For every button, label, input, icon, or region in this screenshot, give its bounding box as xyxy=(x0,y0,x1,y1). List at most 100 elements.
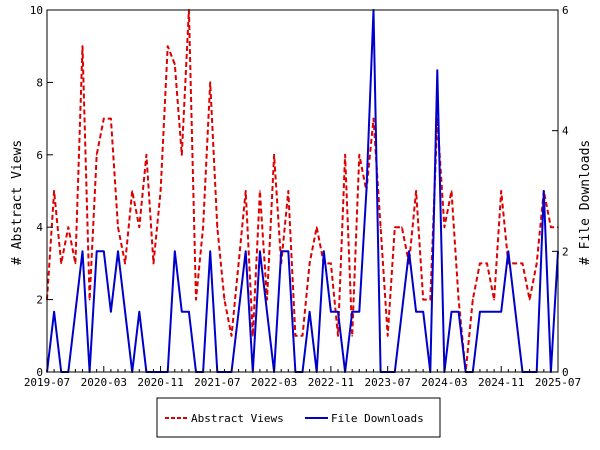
data-point xyxy=(493,310,495,313)
data-point xyxy=(493,298,495,301)
data-point xyxy=(550,226,552,228)
data-point xyxy=(330,310,332,313)
legend: Abstract Views File Downloads xyxy=(156,397,441,438)
data-point xyxy=(344,154,346,156)
data-point xyxy=(330,262,332,265)
data-point xyxy=(543,190,545,192)
y-tick-label: 2 xyxy=(36,294,43,307)
y2-tick-label: 0 xyxy=(562,366,569,379)
data-point xyxy=(436,69,439,72)
data-point xyxy=(237,310,240,313)
data-point xyxy=(223,298,226,301)
data-point xyxy=(479,310,481,313)
data-point xyxy=(429,298,432,301)
data-point xyxy=(95,154,98,156)
data-point xyxy=(53,190,55,192)
data-point xyxy=(486,262,488,265)
data-point xyxy=(159,190,162,192)
data-point xyxy=(74,310,77,313)
data-point xyxy=(372,117,375,120)
data-point xyxy=(337,310,339,313)
data-point xyxy=(408,250,410,253)
data-point xyxy=(500,310,503,313)
data-point xyxy=(514,310,517,313)
data-point xyxy=(315,226,318,228)
data-point xyxy=(266,310,268,313)
data-point xyxy=(110,117,112,120)
data-point xyxy=(181,310,183,313)
data-point xyxy=(287,190,290,192)
data-point xyxy=(415,190,417,192)
data-point xyxy=(351,310,353,313)
y-tick-label: 6 xyxy=(36,149,43,162)
x-tick-label: 2023-07 xyxy=(364,376,410,389)
x-tick-label: 2024-11 xyxy=(478,376,524,389)
series-line-file-downloads xyxy=(46,9,559,373)
data-point xyxy=(365,190,368,192)
data-point xyxy=(507,250,510,253)
data-point xyxy=(209,81,212,84)
x-tick-label: 2020-03 xyxy=(81,376,127,389)
data-point xyxy=(244,250,247,253)
data-point xyxy=(138,310,141,313)
data-point xyxy=(287,250,290,253)
y-tick-label: 8 xyxy=(36,76,43,89)
data-point xyxy=(195,298,197,301)
data-point xyxy=(209,250,212,253)
data-point xyxy=(216,226,219,228)
data-point xyxy=(337,335,339,337)
data-point xyxy=(244,190,247,192)
data-point xyxy=(117,226,119,228)
data-point xyxy=(457,310,460,313)
data-point xyxy=(131,190,133,192)
data-point xyxy=(138,226,141,228)
data-point xyxy=(422,310,424,313)
plot-frame xyxy=(46,9,559,373)
y-axis-label: # Abstract Views xyxy=(10,140,25,265)
data-point xyxy=(173,250,176,253)
data-point xyxy=(479,262,481,265)
data-point xyxy=(252,335,254,337)
data-point xyxy=(110,310,112,313)
data-point xyxy=(273,154,275,156)
x-tick-label: 2022-03 xyxy=(251,376,297,389)
data-point xyxy=(514,262,517,265)
data-point xyxy=(124,262,126,265)
data-point xyxy=(280,250,283,253)
data-point xyxy=(124,310,126,313)
data-point xyxy=(457,298,460,301)
data-point xyxy=(401,226,403,228)
data-point xyxy=(188,310,190,313)
data-point xyxy=(528,298,531,301)
data-point xyxy=(386,335,389,337)
data-point xyxy=(95,250,98,253)
data-point xyxy=(102,250,105,253)
data-point xyxy=(358,154,361,156)
x-tick-label: 2024-03 xyxy=(421,376,467,389)
data-point xyxy=(486,310,488,313)
y2-tick-label: 6 xyxy=(562,4,569,17)
data-point xyxy=(351,335,353,337)
data-point xyxy=(401,310,403,313)
data-point xyxy=(521,262,524,265)
data-point xyxy=(67,226,70,228)
data-point xyxy=(81,250,84,253)
data-point xyxy=(166,45,169,47)
y2-tick-label: 2 xyxy=(562,245,569,258)
data-point xyxy=(102,117,105,120)
data-point xyxy=(358,310,361,313)
data-point xyxy=(202,226,204,228)
data-point xyxy=(422,298,424,301)
legend-label-views: Abstract Views xyxy=(191,412,284,425)
data-point xyxy=(53,310,55,313)
data-point xyxy=(259,250,261,253)
data-point xyxy=(322,250,325,253)
data-point xyxy=(450,190,453,192)
data-point xyxy=(259,190,261,192)
data-point xyxy=(145,154,148,156)
data-point xyxy=(181,154,183,156)
data-point xyxy=(500,190,503,192)
data-point xyxy=(74,262,77,265)
data-point xyxy=(152,262,155,265)
